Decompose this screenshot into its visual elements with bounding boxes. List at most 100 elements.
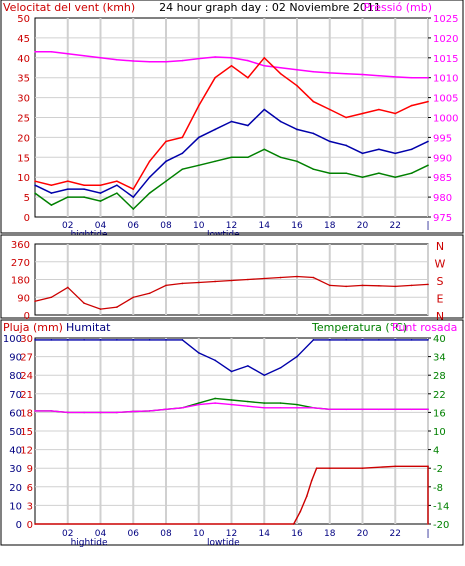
data-point <box>132 296 135 299</box>
data-point <box>378 339 380 341</box>
data-point <box>263 64 266 67</box>
data-point <box>328 72 331 74</box>
data-point <box>148 292 151 295</box>
data-point <box>394 339 397 341</box>
data-point <box>263 57 266 59</box>
data-point <box>66 196 69 198</box>
data-point <box>83 184 85 186</box>
rain-tick-label: 21 <box>20 390 33 401</box>
data-point <box>148 339 151 341</box>
data-point <box>394 112 397 115</box>
data-point <box>165 408 167 411</box>
data-point <box>83 411 85 414</box>
right-tick-label: 16 <box>433 408 446 419</box>
rain-tick-label: 0 <box>27 520 33 531</box>
data-point <box>247 124 249 127</box>
data-point <box>296 355 298 358</box>
data-point <box>410 172 413 175</box>
x-tick-label: | <box>426 221 429 231</box>
data-point <box>410 284 413 287</box>
data-point <box>34 339 36 341</box>
data-point <box>247 278 249 281</box>
rain-tick-label: 30 <box>20 334 33 345</box>
data-point <box>279 66 282 69</box>
data-point <box>410 148 413 151</box>
data-point <box>83 302 85 304</box>
data-point <box>345 408 347 411</box>
data-point <box>345 144 347 147</box>
humidity-tick-label: 0 <box>16 520 22 531</box>
data-point <box>328 339 331 341</box>
compass-label: W <box>435 258 446 271</box>
data-point <box>83 339 85 341</box>
data-point <box>197 281 200 284</box>
x-tick-label: 22 <box>390 221 401 231</box>
data-point <box>394 152 397 155</box>
data-point <box>378 172 380 175</box>
data-point <box>247 59 249 62</box>
data-point <box>50 192 53 194</box>
data-point <box>34 300 36 302</box>
left-tick-label: 0 <box>24 311 30 322</box>
data-point <box>296 68 298 71</box>
data-point <box>214 402 216 404</box>
rain-tick-label: 12 <box>20 446 33 457</box>
x-tick-label: 20 <box>357 529 369 539</box>
data-point <box>116 306 118 308</box>
x-tick-label: 14 <box>259 221 271 231</box>
humidity-tick-label: 50 <box>9 427 22 438</box>
right-tick-label: 1015 <box>433 54 458 65</box>
compass-label: S <box>437 275 444 288</box>
data-point <box>263 148 266 151</box>
data-point <box>328 284 331 287</box>
data-point <box>214 397 216 400</box>
data-point <box>181 339 184 341</box>
data-point <box>279 276 282 279</box>
rain-tick-label: 15 <box>20 427 33 438</box>
data-point <box>247 400 249 403</box>
x-tick-label: 18 <box>324 221 336 231</box>
data-point <box>312 406 315 409</box>
data-point <box>328 408 331 411</box>
data-point <box>296 160 298 163</box>
data-point <box>292 523 295 525</box>
data-point <box>116 339 118 341</box>
data-point <box>50 339 53 341</box>
data-point <box>99 411 102 414</box>
data-point <box>361 152 364 155</box>
data-point <box>197 136 200 139</box>
data-point <box>165 284 167 287</box>
data-point <box>361 339 364 341</box>
data-point <box>230 156 233 159</box>
data-point <box>214 128 216 131</box>
data-point <box>99 339 102 341</box>
data-point <box>312 70 315 73</box>
data-point <box>83 196 85 198</box>
right-tick-label: 980 <box>433 193 452 204</box>
data-point <box>197 104 200 107</box>
data-point <box>312 276 315 279</box>
right-tick-label: 34 <box>433 353 446 364</box>
data-point <box>312 339 315 341</box>
data-point <box>66 180 69 182</box>
data-point <box>181 406 184 409</box>
humidity-tick-label: 90 <box>9 353 22 364</box>
data-point <box>296 275 298 278</box>
humidity-tick-label: 20 <box>9 483 22 494</box>
humidity-tick-label: 40 <box>9 446 22 457</box>
data-point <box>83 55 85 57</box>
data-point <box>99 200 102 202</box>
wind-pressure-panel: 0510152025303540455097598098599099510001… <box>0 0 464 240</box>
left-tick-label: 25 <box>17 114 30 125</box>
data-point <box>214 56 216 58</box>
right-tick-label: 22 <box>433 390 446 401</box>
left-tick-label: 30 <box>17 94 30 105</box>
data-point <box>132 60 135 62</box>
left-tick-label: 270 <box>11 258 30 269</box>
data-point <box>427 164 429 167</box>
x-tick-label: 20 <box>357 221 369 231</box>
data-point <box>132 339 135 341</box>
data-point <box>394 285 397 288</box>
right-tick-label: 1005 <box>433 94 458 105</box>
